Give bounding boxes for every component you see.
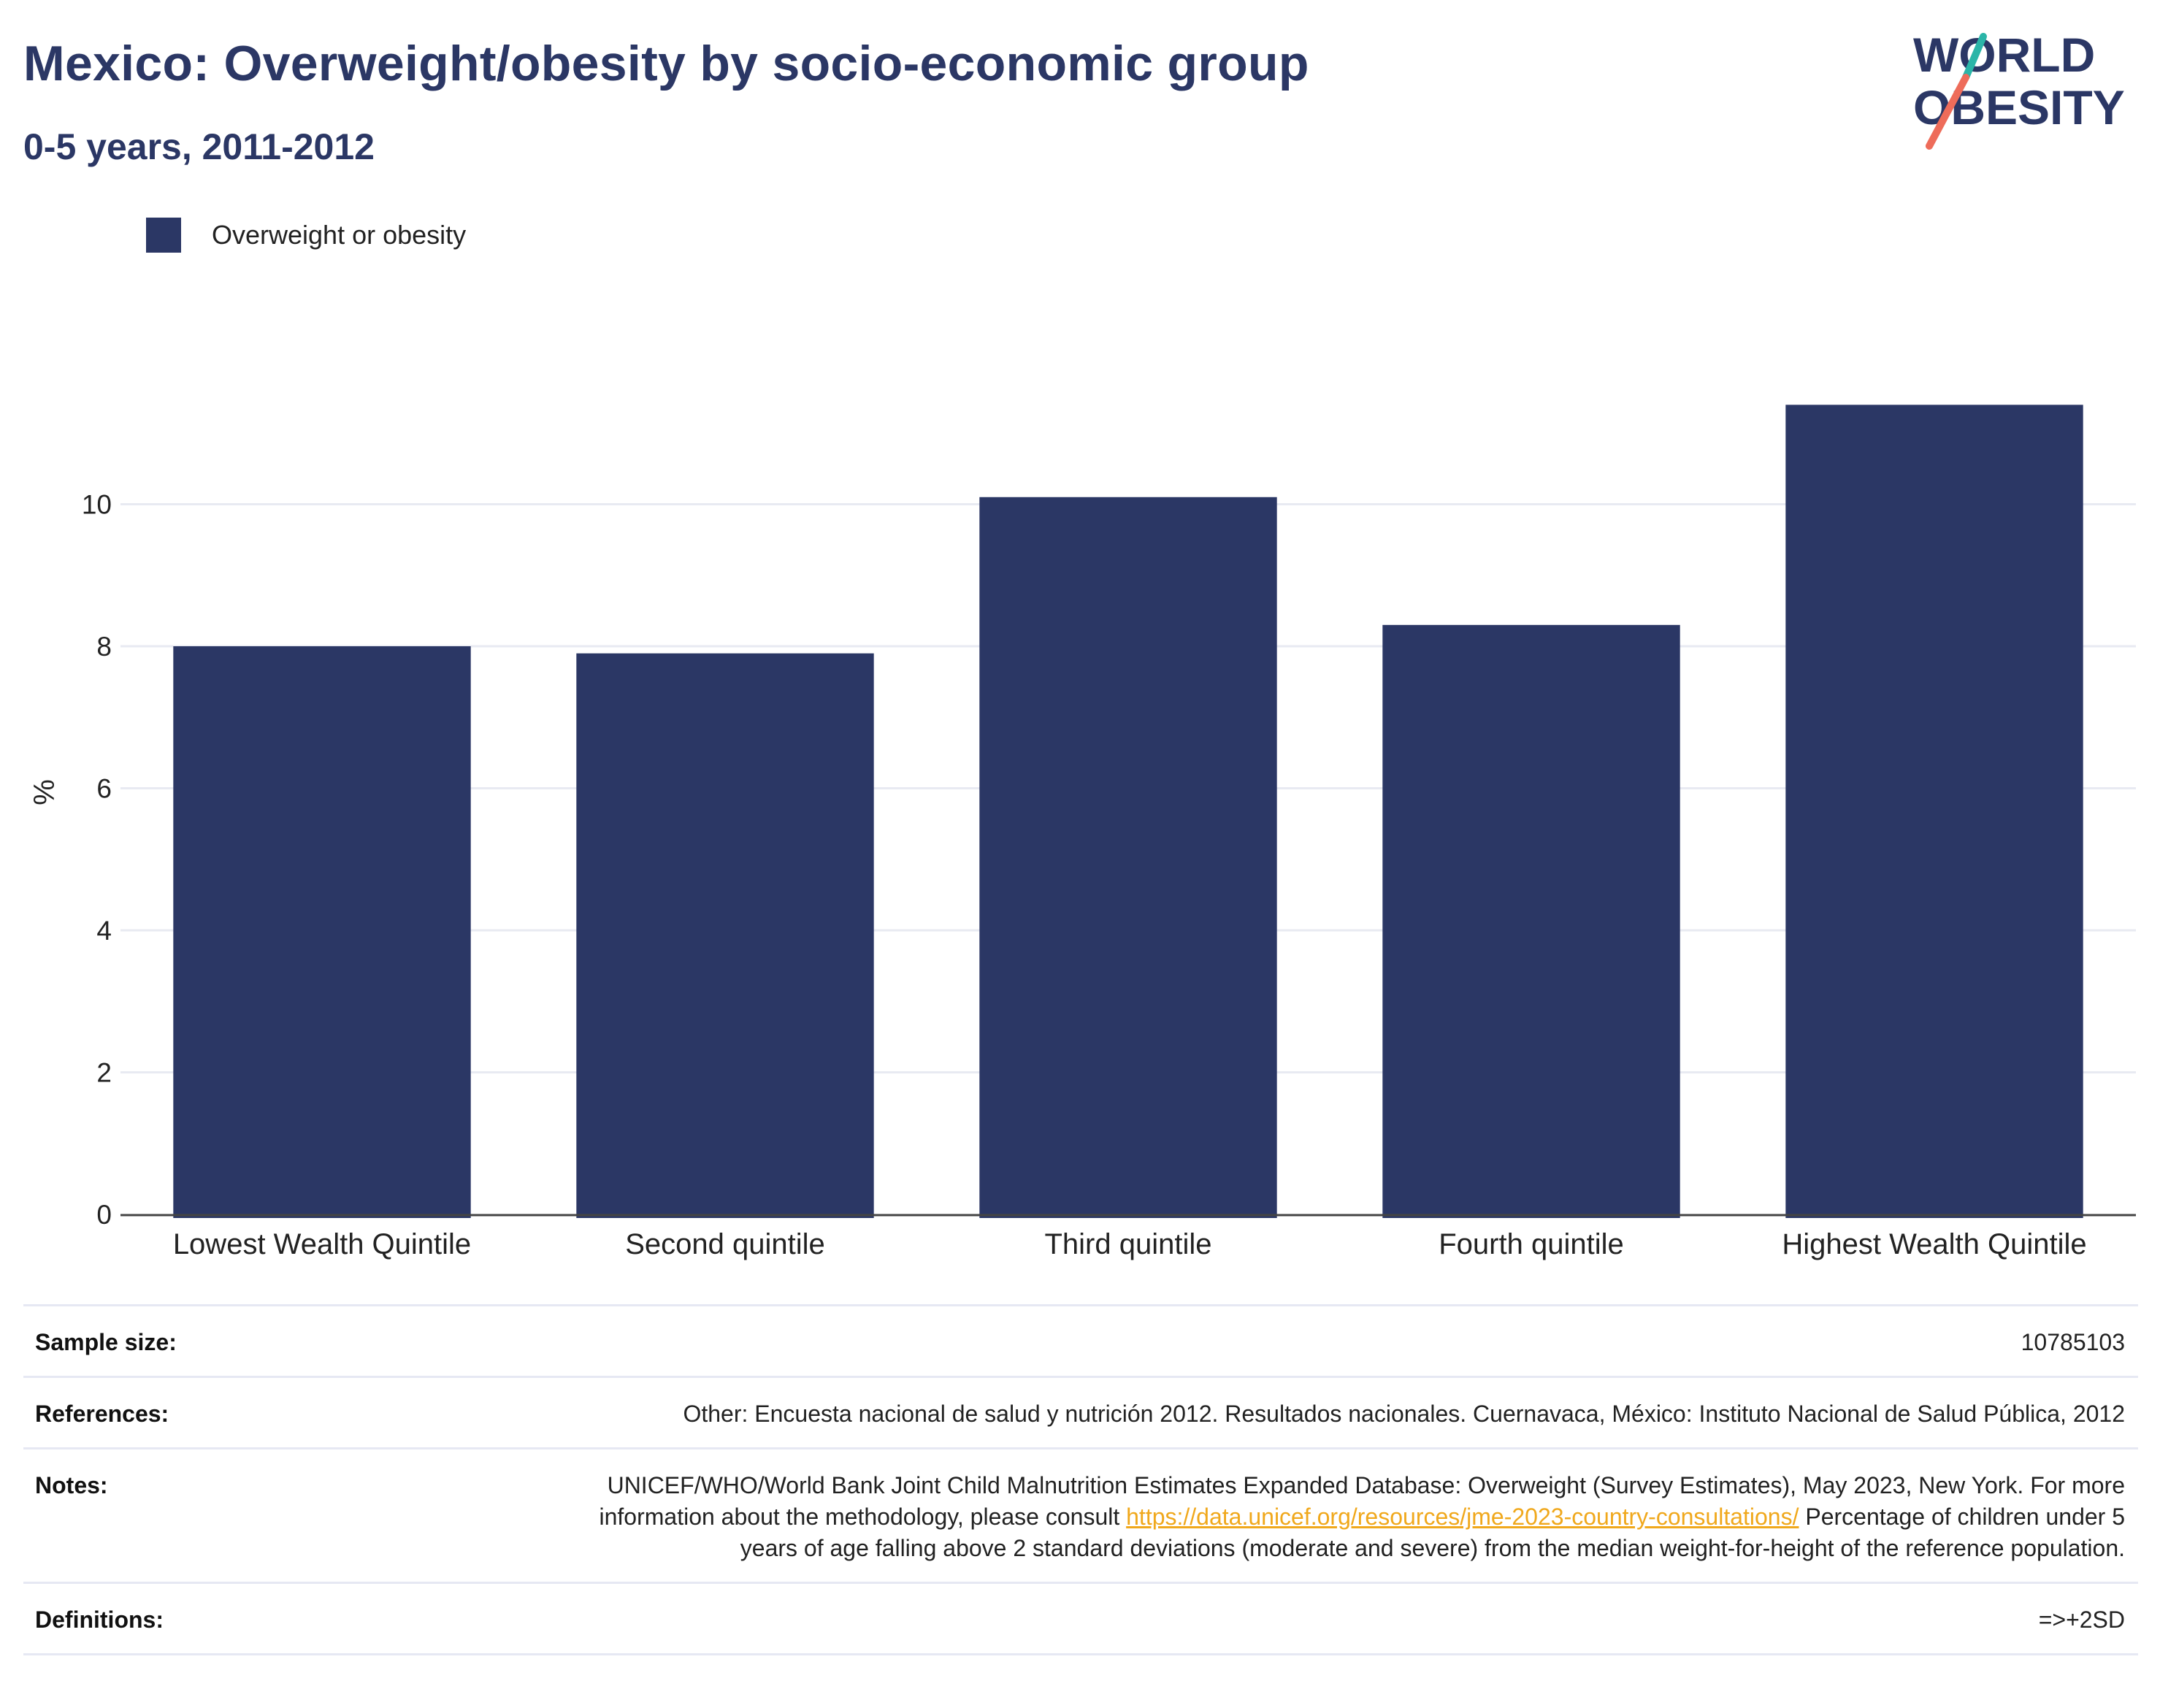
world-obesity-logo: WORLD OBESITY [1913,28,2125,150]
sample-size-row: Sample size: 10785103 [23,1304,2138,1376]
y-tick-label: 8 [96,632,112,662]
chart-subtitle: 0-5 years, 2011-2012 [23,126,375,167]
y-tick-label: 0 [96,1200,112,1230]
x-tick-label: Lowest Wealth Quintile [173,1228,471,1260]
y-tick-label: 2 [96,1058,112,1088]
notes-value: UNICEF/WHO/World Bank Joint Child Malnut… [591,1470,2125,1564]
legend-label: Overweight or obesity [212,220,467,250]
sample-size-value: 10785103 [2021,1329,2125,1355]
chart-legend[interactable]: Overweight or obesity [146,218,466,253]
logo-line2: OBESITY [1913,80,2125,134]
logo-line1: WORLD [1913,28,2095,82]
chart-title: Mexico: Overweight/obesity by socio-econ… [23,36,1309,91]
legend-swatch [146,218,181,253]
notes-row: Notes: UNICEF/WHO/World Bank Joint Child… [23,1447,2138,1582]
references-label: References: [35,1401,169,1427]
info-table: Sample size: 10785103 References: Other:… [23,1304,2138,1655]
methodology-link[interactable]: https://data.unicef.org/resources/jme-20… [1126,1504,1799,1530]
bar [173,646,471,1218]
bar [1382,624,1680,1218]
x-tick-label: Highest Wealth Quintile [1782,1228,2086,1260]
logo-slash-bottom [1926,74,1969,150]
y-tick-label: 4 [96,916,112,946]
x-tick-label: Third quintile [1044,1228,1211,1260]
references-row: References: Other: Encuesta nacional de … [23,1376,2138,1447]
definitions-row: Definitions: =>+2SD [23,1582,2138,1655]
y-tick-label: 10 [82,490,112,520]
notes-text-after: Percentage of children under 5 years of … [740,1504,2125,1561]
bar [1785,405,2083,1218]
bar-chart: 0 2 4 6 8 10% Lowest Wealth Quintile Second qui… [28,405,2136,1260]
y-axis-label: % [28,779,61,805]
x-tick-label: Second quintile [625,1228,825,1260]
logo-slash-top [1962,33,1987,81]
definitions-label: Definitions: [35,1606,164,1633]
y-tick-label: 6 [96,774,112,804]
definitions-value: =>+2SD [2038,1606,2125,1633]
bar [979,497,1277,1218]
notes-label: Notes: [35,1472,108,1498]
sample-size-label: Sample size: [35,1329,177,1355]
references-value: Other: Encuesta nacional de salud y nutr… [683,1401,2125,1427]
bar [576,653,874,1218]
notes-text-before: UNICEF/WHO/World Bank Joint Child Malnut… [599,1472,2125,1530]
x-tick-label: Fourth quintile [1439,1228,1623,1260]
